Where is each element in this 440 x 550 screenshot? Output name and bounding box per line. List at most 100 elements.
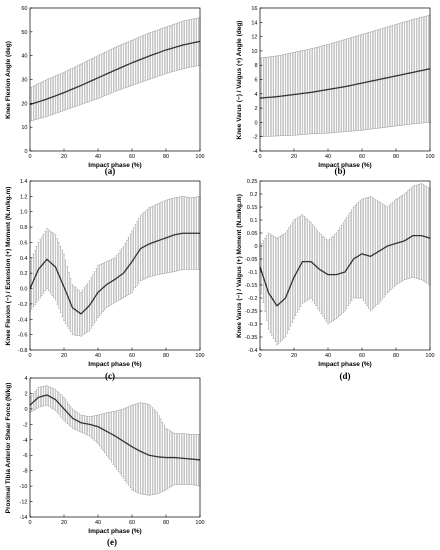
y-tick-label: 0	[24, 149, 27, 155]
x-tick-label: 0	[258, 353, 261, 359]
mean-line	[29, 40, 201, 106]
x-axis-label: Impact phase (%)	[318, 162, 371, 169]
x-tick-label: 100	[425, 154, 434, 160]
x-tick-label: 20	[61, 353, 67, 359]
x-tick-label: 0	[28, 154, 31, 160]
y-tick-label: -0.2	[248, 296, 257, 302]
y-tick-label: 4	[254, 92, 257, 98]
y-tick-label: -4	[253, 149, 258, 155]
y-tick-label: 0.1	[250, 218, 258, 224]
y-tick-label: 1.0	[20, 210, 28, 216]
y-tick-label: -0.4	[18, 317, 27, 323]
y-tick-label: 14	[251, 20, 257, 26]
plot-frame	[259, 180, 431, 351]
y-tick-label: 2	[254, 106, 257, 112]
y-tick-label: 0.2	[250, 192, 258, 198]
y-tick-label: 1.2	[20, 194, 28, 200]
y-tick-label: 8	[254, 63, 257, 69]
y-tick-label: -0.8	[18, 348, 27, 354]
y-axis-label: Knee Varus (−) / Valgus (+) Moment (N.m/…	[236, 194, 243, 338]
x-tick-label: 40	[95, 154, 101, 160]
y-tick-label: -0.25	[245, 309, 258, 315]
y-tick-label: 0.05	[247, 231, 258, 237]
x-tick-label: 0	[28, 520, 31, 526]
y-tick-label: -0.3	[248, 322, 257, 328]
y-tick-label: 16	[251, 6, 257, 12]
panel-d: 0 20 40 60 80 100 -0.4 -0.35 -0.3 -0.25 -0.2 -0.15 -…	[236, 179, 435, 381]
x-tick-label: 20	[291, 353, 297, 359]
error-bars	[259, 14, 431, 137]
y-tick-label: -0.1	[248, 270, 257, 276]
y-tick-label: 0.4	[20, 256, 28, 262]
y-tick-label: 12	[251, 35, 257, 41]
mean-line	[259, 234, 431, 307]
x-tick-label: 0	[28, 353, 31, 359]
plot-frame	[29, 180, 201, 351]
y-tick-label: -0.15	[245, 283, 258, 289]
y-tick-label: 0.6	[20, 240, 28, 246]
x-tick-label: 80	[163, 154, 169, 160]
y-tick-label: 0	[24, 407, 27, 413]
error-bars	[259, 183, 431, 345]
x-tick-label: 60	[129, 154, 135, 160]
mean-line	[29, 394, 201, 461]
y-tick-label: -2	[23, 422, 28, 428]
y-tick-label: -0.6	[18, 333, 27, 339]
x-tick-label: 100	[195, 353, 204, 359]
y-tick-label: 4	[24, 376, 27, 382]
y-tick-label: -10	[20, 484, 28, 490]
y-tick-label: 1.4	[20, 179, 28, 185]
panel-label: (d)	[340, 371, 351, 381]
x-tick-label: 0	[258, 154, 261, 160]
mean-line	[29, 232, 200, 315]
x-axis-label: Impact phase (%)	[318, 361, 371, 368]
y-axis-label: Proximal Tibia Anterior Shear Force (N/k…	[5, 383, 12, 514]
y-tick-label: -0.05	[245, 257, 258, 263]
x-tick-label: 100	[425, 353, 434, 359]
y-tick-label: 6	[254, 78, 257, 84]
x-tick-label: 80	[163, 353, 169, 359]
y-tick-label: 10	[21, 125, 27, 131]
y-axis-label: Knee Flexion (−) / Extension (+) Moment …	[5, 187, 12, 346]
y-tick-label: -14	[20, 515, 28, 521]
x-tick-label: 60	[359, 154, 365, 160]
x-tick-label: 40	[325, 154, 331, 160]
y-tick-label: 60	[21, 6, 27, 12]
error-bars	[29, 17, 201, 122]
plot-frame	[29, 377, 201, 518]
y-tick-label: -8	[23, 469, 28, 475]
x-tick-label: 20	[61, 154, 67, 160]
y-tick-label: 10	[251, 49, 257, 55]
panel-label: (e)	[107, 537, 117, 547]
y-tick-label: 50	[21, 30, 27, 36]
y-tick-label: 0.25	[247, 179, 258, 185]
panel-e: 0 20 40 60 80 100 -14 -12 -10 -8 -6 -4 -2 0 2 4 Impact p…	[5, 376, 205, 547]
y-tick-label: -2	[253, 135, 258, 141]
x-tick-label: 60	[129, 353, 135, 359]
panel-label: (b)	[335, 166, 346, 176]
y-tick-label: -4	[23, 438, 28, 444]
x-axis-label: Impact phase (%)	[88, 162, 141, 169]
x-tick-label: 40	[95, 353, 101, 359]
x-tick-label: 80	[163, 520, 169, 526]
y-tick-label: 0.8	[20, 225, 28, 231]
y-axis-label: Knee Varus (−) / Valgus (+) Angle (deg)	[236, 21, 243, 140]
y-tick-label: -0.35	[245, 335, 258, 341]
x-axis-label: Impact phase (%)	[88, 528, 141, 535]
x-tick-label: 100	[195, 520, 204, 526]
y-axis-label: Knee Flexion Angle (deg)	[5, 41, 12, 119]
y-tick-label: -12	[20, 500, 28, 506]
x-tick-label: 20	[61, 520, 67, 526]
panel-b: 0 20 40 60 80 100 -4 -2 0 2 4 6 8 10 12 14 16 Impact phas…	[236, 6, 435, 176]
panel-label: (a)	[105, 166, 116, 176]
y-tick-label: 0	[254, 120, 257, 126]
panel-label: (c)	[105, 371, 115, 381]
x-tick-label: 40	[95, 520, 101, 526]
x-tick-label: 80	[393, 154, 399, 160]
panel-a: 0 20 40 60 80 100 0 10 20 30 40 50 60 Impact phase (%…	[5, 6, 205, 176]
x-tick-label: 100	[195, 154, 204, 160]
mean-line	[259, 68, 431, 99]
y-tick-label: 20	[21, 101, 27, 107]
x-tick-label: 20	[291, 154, 297, 160]
